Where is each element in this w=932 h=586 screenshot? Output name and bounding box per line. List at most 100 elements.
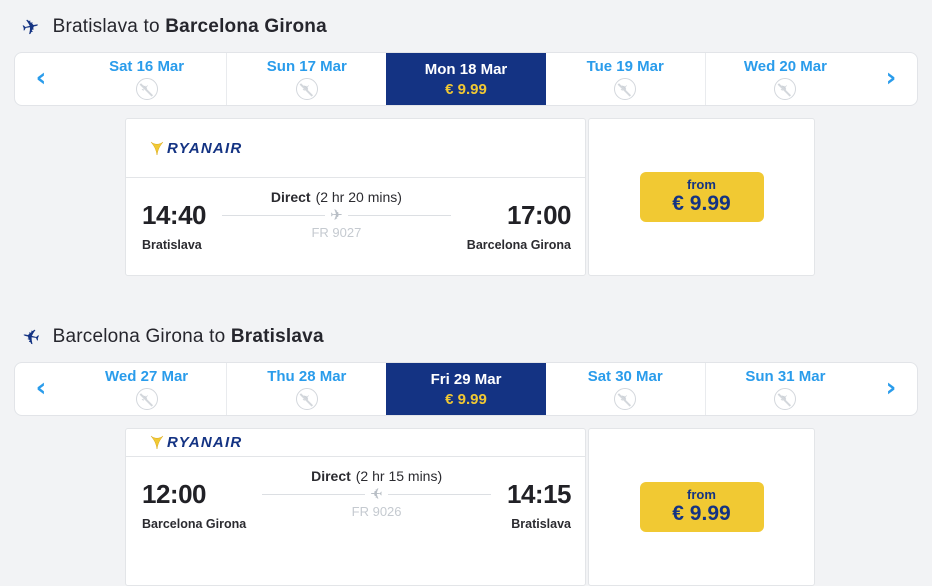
outbound-price-card: from € 9.99 [588,118,815,276]
arrival-time: 17:00 [507,200,572,230]
airline-name: RYANAIR [167,139,243,157]
arrival-airport: Barcelona Girona [466,238,571,252]
date-tab-fri-29-mar-selected[interactable]: Fri 29 Mar € 9.99 [386,363,546,415]
departure-block: 14:40 Bratislava [142,189,207,252]
no-flight-icon: ✈ [774,78,797,100]
plane-icon: ✈ [139,391,154,406]
ryanair-harp-icon [150,141,164,155]
return-flight-row: RYANAIR 12:00 Barcelona Girona Direct (2 … [125,428,815,586]
arrival-time: 14:15 [507,479,572,509]
duration-label: (2 hr 20 mins) [315,189,402,205]
arrival-block: 17:00 Barcelona Girona [466,189,572,252]
flight-number: FR 9026 [351,504,402,519]
arrival-block: 14:15 Bratislava [507,468,572,531]
return-section: ✈ Barcelona Girona to Bratislava ‹ Wed 2… [0,276,932,586]
date-tab-label: Sun 31 Mar [745,368,826,385]
route-line-right [347,215,451,216]
date-tab-label: Tue 19 Mar [586,58,664,75]
chevron-left-icon[interactable]: ‹ [15,363,67,415]
departure-airport: Bratislava [142,238,202,252]
route-destination: Bratislava [230,326,324,347]
date-tab-label: Sun 17 Mar [266,58,347,75]
date-tab-label: Thu 28 Mar [267,368,347,385]
airline-name: RYANAIR [167,434,243,451]
no-flight-icon: ✈ [614,78,637,100]
price-amount: € 9.99 [672,192,731,216]
duration-label: (2 hr 15 mins) [355,468,443,484]
plane-icon: ✈ [330,207,343,224]
outbound-date-tabs: Sat 16 Mar ✈ Sun 17 Mar ✈ Mon 18 Mar € 9… [67,53,865,105]
plane-icon: ✈ [778,81,792,96]
flight-details: 14:40 Bratislava Direct (2 hr 20 mins) ✈ … [126,178,585,252]
airline-logo: RYANAIR [126,429,585,457]
chevron-right-icon[interactable]: › [865,53,917,105]
departure-airport: Barcelona Girona [142,517,247,531]
price-from-label: from [687,486,716,502]
return-date-tabs: Wed 27 Mar ✈ Thu 28 Mar ✈ Fri 29 Mar € 9… [67,363,865,415]
route-line-left [262,494,366,495]
route-line-left [222,215,326,216]
direct-label: Direct [270,189,311,205]
return-price-card: from € 9.99 [588,428,815,586]
price-button[interactable]: from € 9.99 [639,172,764,222]
no-flight-icon: ✈ [135,78,158,100]
plane-icon: ✈ [139,81,154,96]
outbound-section: ✈ Bratislava to Barcelona Girona ‹ Sat 1… [0,0,932,276]
date-tab-price: € 9.99 [445,390,487,408]
plane-icon: ✈ [19,323,42,351]
date-tab-sun-17-mar[interactable]: Sun 17 Mar ✈ [226,53,386,105]
date-tab-label: Mon 18 Mar [424,60,508,78]
plane-icon: ✈ [618,81,632,96]
outbound-date-carousel: ‹ Sat 16 Mar ✈ Sun 17 Mar ✈ Mon 18 Mar €… [14,52,918,106]
date-tab-mon-18-mar-selected[interactable]: Mon 18 Mar € 9.99 [386,53,546,105]
date-tab-label: Wed 20 Mar [743,58,827,75]
return-flight-card: RYANAIR 12:00 Barcelona Girona Direct (2 … [125,428,586,586]
plane-icon: ✈ [19,13,42,41]
date-tab-wed-20-mar[interactable]: Wed 20 Mar ✈ [704,53,865,105]
return-route-header: ✈ Barcelona Girona to Bratislava [14,276,918,362]
ryanair-harp-icon [150,435,164,450]
plane-icon: ✈ [778,391,792,406]
direct-label: Direct [311,468,351,484]
route-line: ✈ [222,208,451,223]
no-flight-icon: ✈ [135,388,158,410]
route-destination: Barcelona Girona [165,16,327,37]
chevron-left-icon[interactable]: ‹ [15,53,67,105]
no-flight-icon: ✈ [295,78,318,100]
no-flight-icon: ✈ [295,388,318,410]
route-origin: Barcelona Girona to [52,326,231,347]
outbound-route-title: Bratislava to Barcelona Girona [53,16,327,38]
date-tab-thu-28-mar[interactable]: Thu 28 Mar ✈ [226,363,386,415]
date-tab-sat-30-mar[interactable]: Sat 30 Mar ✈ [546,363,705,415]
price-from-label: from [687,176,716,192]
direct-duration: Direct (2 hr 15 mins) [311,468,442,484]
no-flight-icon: ✈ [774,388,797,410]
date-tab-sun-31-mar[interactable]: Sun 31 Mar ✈ [704,363,865,415]
date-tab-sat-16-mar[interactable]: Sat 16 Mar ✈ [67,53,226,105]
flight-number: FR 9027 [311,225,362,240]
arrival-airport: Bratislava [511,517,571,531]
date-tab-label: Fri 29 Mar [430,370,502,388]
date-tab-wed-27-mar[interactable]: Wed 27 Mar ✈ [67,363,226,415]
outbound-route-header: ✈ Bratislava to Barcelona Girona [14,0,918,52]
departure-time: 12:00 [142,479,207,509]
no-flight-icon: ✈ [614,388,637,410]
outbound-flight-card: RYANAIR 14:40 Bratislava Direct (2 hr 20 … [125,118,586,276]
price-amount: € 9.99 [672,502,731,526]
return-date-carousel: ‹ Wed 27 Mar ✈ Thu 28 Mar ✈ Fri 29 Mar €… [14,362,918,416]
route-line-right [387,494,491,495]
plane-icon: ✈ [370,486,383,503]
date-tab-label: Sat 16 Mar [109,58,185,75]
date-tab-label: Sat 30 Mar [587,368,663,385]
price-button[interactable]: from € 9.99 [639,482,764,532]
route-middle: Direct (2 hr 15 mins) ✈ FR 9026 [262,468,491,531]
date-tab-price: € 9.99 [445,80,487,98]
route-line: ✈ [262,486,491,503]
flight-details: 12:00 Barcelona Girona Direct (2 hr 15 mi… [126,457,585,531]
plane-icon: ✈ [618,391,632,406]
date-tab-tue-19-mar[interactable]: Tue 19 Mar ✈ [546,53,705,105]
chevron-right-icon[interactable]: › [865,363,917,415]
return-route-title: Barcelona Girona to Bratislava [53,326,324,348]
direct-duration: Direct (2 hr 20 mins) [271,189,402,205]
route-middle: Direct (2 hr 20 mins) ✈ FR 9027 [222,189,451,252]
